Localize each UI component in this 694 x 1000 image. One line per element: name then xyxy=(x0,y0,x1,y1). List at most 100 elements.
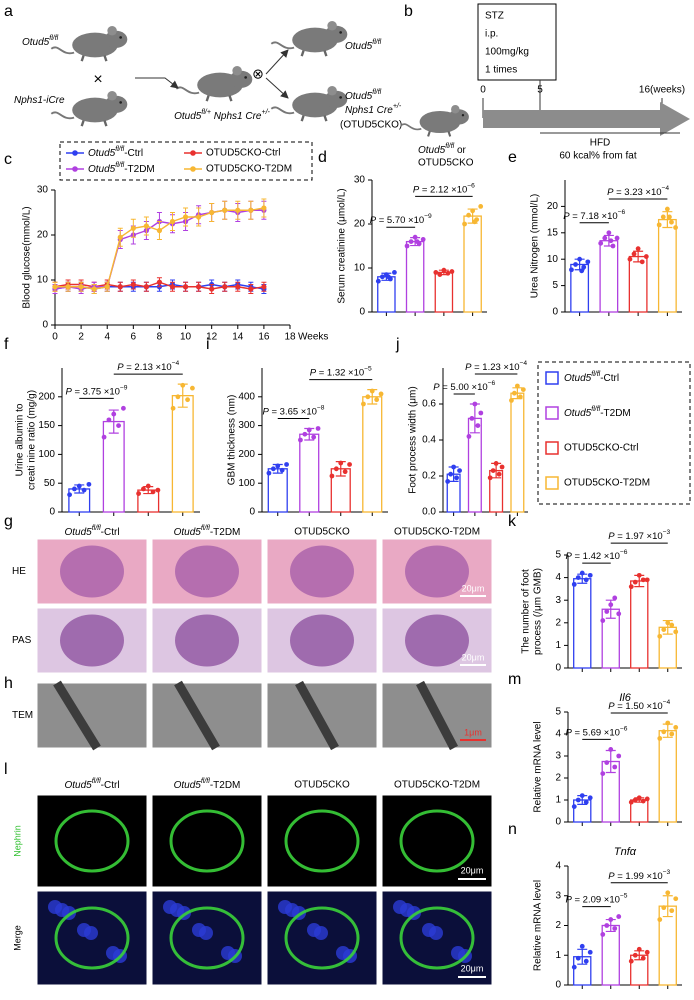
data-point xyxy=(487,475,493,481)
data-point xyxy=(636,795,642,801)
data-point xyxy=(279,467,285,473)
x-tick-label: 0 xyxy=(52,332,58,343)
data-point xyxy=(608,602,614,608)
mouse-leg xyxy=(103,55,108,62)
bar xyxy=(362,396,383,513)
text-run: = 3.65 ×10 xyxy=(269,406,317,417)
legend-label: Otud5fl/fl-T2DM xyxy=(88,162,155,174)
bar xyxy=(628,255,648,313)
p-value: P = 3.75 ×10−9 xyxy=(66,385,128,397)
mouse-eye xyxy=(119,101,122,104)
column-header: OTUD5CKO-T2DM xyxy=(394,780,480,791)
mouse-ear xyxy=(327,21,337,31)
data-point xyxy=(640,577,646,583)
data-point xyxy=(169,284,176,290)
y-tick-label: 2 xyxy=(555,920,561,931)
text-run: P xyxy=(566,551,573,562)
y-tick-label: 0 xyxy=(555,663,561,674)
mouse-icon xyxy=(400,105,469,137)
data-point xyxy=(365,394,371,400)
p-value: P = 1.42 ×10−6 xyxy=(566,549,628,561)
data-point xyxy=(639,259,645,265)
text-run: Otud5 xyxy=(64,780,92,791)
data-point xyxy=(466,212,471,218)
data-point xyxy=(616,753,622,759)
legend-marker xyxy=(190,166,196,172)
error-bar xyxy=(662,895,673,918)
data-point xyxy=(457,468,462,473)
panel-letter: f xyxy=(4,336,9,353)
data-point xyxy=(664,206,670,212)
p-value: P = 1.32 ×10−5 xyxy=(310,366,372,378)
data-point xyxy=(517,394,523,400)
glomerulus xyxy=(405,614,469,667)
data-point xyxy=(612,595,618,601)
y-tick-label: 50 xyxy=(44,478,56,489)
data-point xyxy=(182,214,189,220)
data-point xyxy=(583,577,589,583)
data-point xyxy=(185,397,190,403)
data-point xyxy=(635,246,641,252)
text-run: = 1.99 ×10 xyxy=(615,870,663,881)
text-run: Otud5 xyxy=(88,164,116,175)
data-point xyxy=(478,204,484,209)
text-run: Otud5 xyxy=(345,91,373,102)
text-run: P xyxy=(608,701,615,712)
column-header: Otud5fl/fl-Ctrl xyxy=(64,525,119,537)
data-point xyxy=(248,207,254,213)
data-point xyxy=(222,284,228,290)
label: Otud5fl/+ Nphs1 Cre+/- xyxy=(174,109,270,121)
y-tick-label: 400 xyxy=(238,391,255,402)
panel-letter: m xyxy=(508,671,521,688)
text-run: fl/fl xyxy=(372,39,381,46)
mouse-tail xyxy=(175,86,200,95)
data-point xyxy=(661,729,667,735)
data-point xyxy=(270,466,276,472)
label: 1 times xyxy=(485,65,517,76)
data-point xyxy=(91,286,97,292)
mouse-leg xyxy=(323,115,328,122)
text-run: Nphs1-iCre xyxy=(14,95,65,106)
text-run: −4 xyxy=(663,699,671,706)
text-run: -Ctrl xyxy=(101,527,120,538)
legend-swatch xyxy=(545,476,559,490)
row-label: Nephrin xyxy=(12,825,22,857)
text-run: −4 xyxy=(172,360,180,367)
bar xyxy=(658,905,677,986)
chart-title: Tnfα xyxy=(614,846,637,858)
data-point xyxy=(673,629,679,635)
data-point xyxy=(392,270,397,275)
mouse-eye xyxy=(339,31,342,34)
y-axis-label: creati nine ratio (mg/g) xyxy=(27,390,38,490)
text-run: Otud5 xyxy=(345,41,373,52)
data-point xyxy=(361,401,366,407)
data-point xyxy=(235,284,241,290)
y-tick-label: 4 xyxy=(555,729,561,740)
data-point xyxy=(117,234,123,240)
data-point xyxy=(600,771,606,776)
data-point xyxy=(261,205,267,211)
y-tick-label: 4 xyxy=(555,572,561,583)
data-point xyxy=(656,222,662,228)
mouse-tail xyxy=(270,106,295,115)
data-point xyxy=(106,417,112,423)
data-point xyxy=(329,473,335,479)
y-axis-label: Serum creatinine (μmol/L) xyxy=(337,188,348,303)
data-point xyxy=(514,383,520,389)
text-run: = 2.13 ×10 xyxy=(124,362,172,373)
text-run: fl/+ xyxy=(201,109,211,116)
data-point xyxy=(628,584,634,590)
text-run: −5 xyxy=(364,366,372,373)
data-point xyxy=(575,797,581,803)
data-point xyxy=(512,390,517,396)
mouse-ear xyxy=(232,66,242,76)
column-header: Otud5fl/fl-T2DM xyxy=(174,525,241,537)
data-point xyxy=(445,479,451,484)
data-point xyxy=(627,256,633,262)
data-point xyxy=(143,284,149,290)
data-point xyxy=(657,633,663,639)
text-run: Otud5 xyxy=(22,37,50,48)
data-point xyxy=(222,207,228,213)
column-header: OTUD5CKO-T2DM xyxy=(394,527,480,538)
